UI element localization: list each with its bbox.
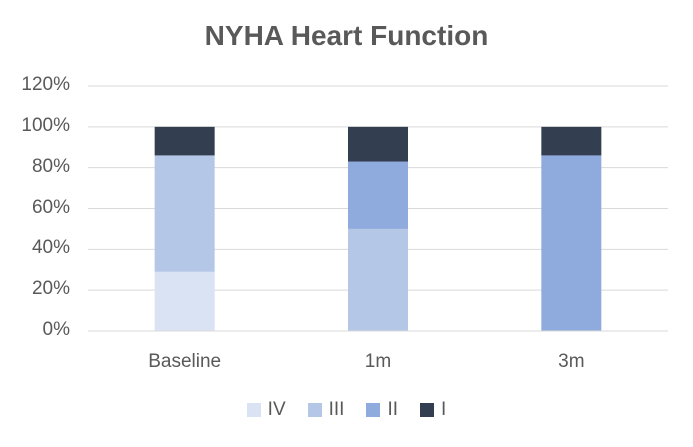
bar-II-3m — [541, 155, 602, 331]
legend-item-IV: IV — [246, 399, 286, 421]
y-tick-label: 80% — [31, 155, 70, 177]
bar-III-1m — [348, 228, 408, 331]
legend-item-I: I — [420, 399, 446, 421]
x-tick-label: 1m — [364, 351, 392, 372]
y-tick-label: 120% — [21, 74, 70, 95]
y-tick-label: 40% — [31, 237, 70, 259]
legend-swatch — [246, 403, 261, 417]
legend-item-III: III — [307, 399, 345, 421]
bar-IV-Baseline — [154, 271, 215, 331]
legend-swatch — [420, 403, 435, 417]
bar-I-Baseline — [154, 126, 215, 156]
bar-I-1m — [348, 126, 408, 162]
bar-II-1m — [348, 161, 408, 229]
legend-item-II: II — [366, 399, 398, 421]
x-tick-label: Baseline — [148, 351, 222, 372]
y-tick-label: 100% — [21, 114, 70, 136]
y-tick-label: 60% — [31, 196, 70, 218]
legend-label: IV — [267, 399, 286, 420]
legend-swatch — [366, 403, 381, 417]
bar-I-3m — [541, 126, 602, 156]
y-tick-label: 0% — [42, 319, 70, 340]
legend-label: III — [328, 399, 345, 420]
legend-swatch — [307, 403, 322, 417]
legend: IV III II I — [0, 399, 693, 421]
legend-label: I — [441, 399, 447, 420]
legend-label: II — [387, 399, 399, 420]
chart-title: NYHA Heart Function — [204, 20, 489, 51]
bar-III-Baseline — [154, 155, 215, 272]
y-tick-label: 20% — [31, 278, 70, 300]
x-tick-label: 3m — [558, 351, 585, 372]
